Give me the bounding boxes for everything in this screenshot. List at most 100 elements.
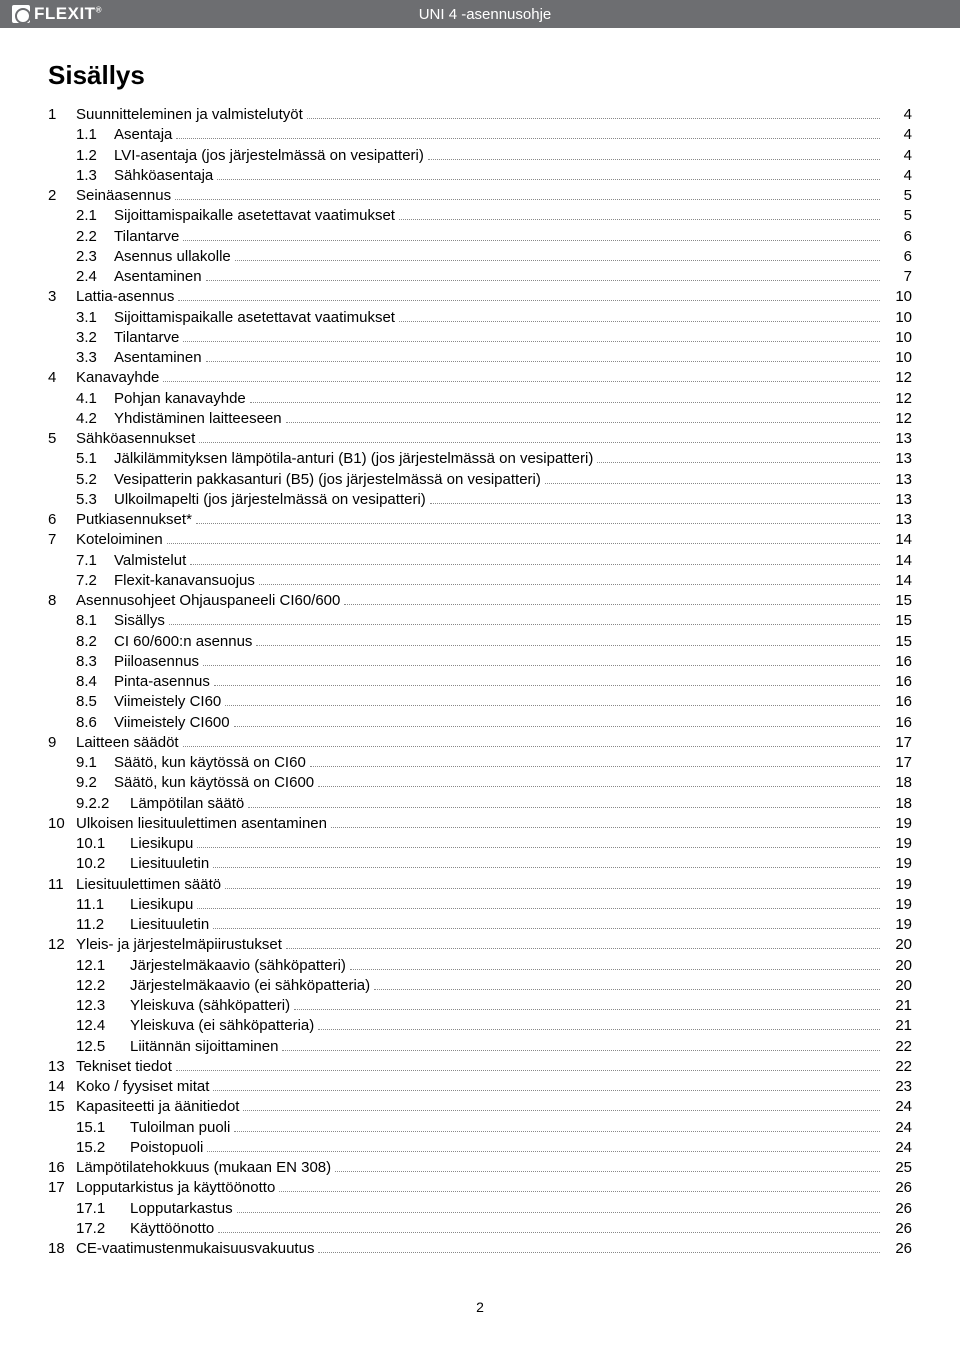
toc-section-number: 5: [48, 429, 76, 449]
toc-label: Lämpötilan säätö: [130, 794, 244, 814]
toc-subsection-row: 8.3Piiloasennus16: [48, 652, 912, 672]
toc-leader: [206, 280, 880, 281]
toc-label: Vesipatterin pakkasanturi (B5) (jos järj…: [114, 470, 541, 490]
toc-label: Koko / fyysiset mitat: [76, 1077, 209, 1097]
toc-label: Ulkoisen liesituulettimen asentaminen: [76, 814, 327, 834]
toc-leader: [196, 523, 880, 524]
toc-page-number: 19: [884, 875, 912, 895]
toc-leader: [234, 726, 880, 727]
toc-subsection-number: 2.2: [76, 227, 114, 247]
toc-page-number: 13: [884, 470, 912, 490]
toc-subsection-number: 15.1: [76, 1118, 130, 1138]
toc-leader: [213, 867, 880, 868]
toc-subsection-row: 9.2.2Lämpötilan säätö 18: [48, 794, 912, 814]
toc-page-number: 26: [884, 1199, 912, 1219]
toc-page-number: 16: [884, 713, 912, 733]
toc-subsection-number: 9.2.2: [76, 794, 130, 814]
toc-leader: [374, 989, 880, 990]
toc-section-row: 16 Lämpötilatehokkuus (mukaan EN 308)25: [48, 1158, 912, 1178]
toc-page-number: 19: [884, 814, 912, 834]
toc-page-number: 19: [884, 834, 912, 854]
toc-page-number: 26: [884, 1178, 912, 1198]
toc-page-number: 26: [884, 1219, 912, 1239]
toc-page-number: 14: [884, 551, 912, 571]
toc-page-number: 24: [884, 1118, 912, 1138]
toc-label: Pohjan kanavayhde: [114, 389, 246, 409]
toc-leader: [310, 766, 880, 767]
toc-subsection-number: 12.5: [76, 1037, 130, 1057]
toc-leader: [225, 705, 880, 706]
toc-page-number: 16: [884, 692, 912, 712]
toc-label: Tilantarve: [114, 227, 179, 247]
toc-section-row: 15Kapasiteetti ja äänitiedot24: [48, 1097, 912, 1117]
page-title: Sisällys: [48, 60, 912, 91]
toc-label: Tilantarve: [114, 328, 179, 348]
toc-subsection-number: 8.6: [76, 713, 114, 733]
header-bar: FLEXIT® UNI 4 -asennusohje: [0, 0, 960, 28]
toc-leader: [218, 1232, 880, 1233]
toc-page-number: 24: [884, 1097, 912, 1117]
toc-page-number: 18: [884, 794, 912, 814]
toc-leader: [175, 199, 880, 200]
toc-subsection-row: 17.1Lopputarkastus26: [48, 1199, 912, 1219]
toc-leader: [430, 503, 880, 504]
toc-subsection-row: 11.2Liesituuletin19: [48, 915, 912, 935]
toc-page-number: 4: [884, 166, 912, 186]
toc-leader: [259, 584, 880, 585]
toc-label: Yleiskuva (sähköpatteri): [130, 996, 290, 1016]
toc-label: Flexit-kanavansuojus: [114, 571, 255, 591]
toc-page-number: 5: [884, 206, 912, 226]
toc-label: Ulkoilmapelti (jos järjestelmässä on ves…: [114, 490, 426, 510]
toc-leader: [318, 786, 880, 787]
toc-subsection-row: 2.1Sijoittamispaikalle asetettavat vaati…: [48, 206, 912, 226]
toc-section-number: 9: [48, 733, 76, 753]
toc-section-row: 1Suunnitteleminen ja valmistelutyöt4: [48, 105, 912, 125]
toc-section-number: 10: [48, 814, 76, 834]
toc-subsection-row: 8.1Sisällys15: [48, 611, 912, 631]
toc-subsection-row: 4.2Yhdistäminen laitteeseen12: [48, 409, 912, 429]
toc-subsection-number: 1.2: [76, 146, 114, 166]
toc-section-number: 2: [48, 186, 76, 206]
toc-subsection-row: 12.3Yleiskuva (sähköpatteri)21: [48, 996, 912, 1016]
toc-subsection-number: 8.4: [76, 672, 114, 692]
toc-label: Yleiskuva (ei sähköpatteria): [130, 1016, 314, 1036]
toc-page-number: 12: [884, 409, 912, 429]
toc-section-row: 13Tekniset tiedot22: [48, 1057, 912, 1077]
toc-page-number: 14: [884, 571, 912, 591]
toc-page-number: 20: [884, 956, 912, 976]
toc-section-number: 8: [48, 591, 76, 611]
toc-section-row: 5Sähköasennukset13: [48, 429, 912, 449]
toc-leader: [248, 807, 880, 808]
toc-page-number: 12: [884, 389, 912, 409]
toc-subsection-row: 2.3Asennus ullakolle6: [48, 247, 912, 267]
toc-subsection-row: 5.3Ulkoilmapelti (jos järjestelmässä on …: [48, 490, 912, 510]
toc-page-number: 15: [884, 611, 912, 631]
toc-label: Kapasiteetti ja äänitiedot: [76, 1097, 239, 1117]
toc-subsection-number: 8.3: [76, 652, 114, 672]
toc-section-number: 6: [48, 510, 76, 530]
toc-subsection-row: 7.2Flexit-kanavansuojus14: [48, 571, 912, 591]
toc-label: CI 60/600:n asennus: [114, 632, 252, 652]
toc-page-number: 24: [884, 1138, 912, 1158]
toc-subsection-number: 15.2: [76, 1138, 130, 1158]
toc-page-number: 15: [884, 632, 912, 652]
toc-label: Poistopuoli: [130, 1138, 203, 1158]
toc-label: Liesituuletin: [130, 854, 209, 874]
toc-page-number: 21: [884, 996, 912, 1016]
toc-leader: [190, 564, 880, 565]
toc-label: Asennusohjeet Ohjauspaneeli CI60/600: [76, 591, 340, 611]
toc-leader: [256, 645, 880, 646]
toc-label: Asentaja: [114, 125, 172, 145]
toc-leader: [176, 1070, 880, 1071]
toc-leader: [178, 300, 880, 301]
toc-subsection-number: 3.3: [76, 348, 114, 368]
toc-page-number: 6: [884, 247, 912, 267]
toc-label: LVI-asentaja (jos järjestelmässä on vesi…: [114, 146, 424, 166]
toc-subsection-number: 11.2: [76, 915, 130, 935]
toc-page-number: 20: [884, 935, 912, 955]
toc-section-row: 12Yleis- ja järjestelmäpiirustukset20: [48, 935, 912, 955]
toc-page-number: 20: [884, 976, 912, 996]
toc-subsection-number: 11.1: [76, 895, 130, 915]
toc-label: Järjestelmäkaavio (sähköpatteri): [130, 956, 346, 976]
toc-subsection-row: 17.2Käyttöönotto26: [48, 1219, 912, 1239]
